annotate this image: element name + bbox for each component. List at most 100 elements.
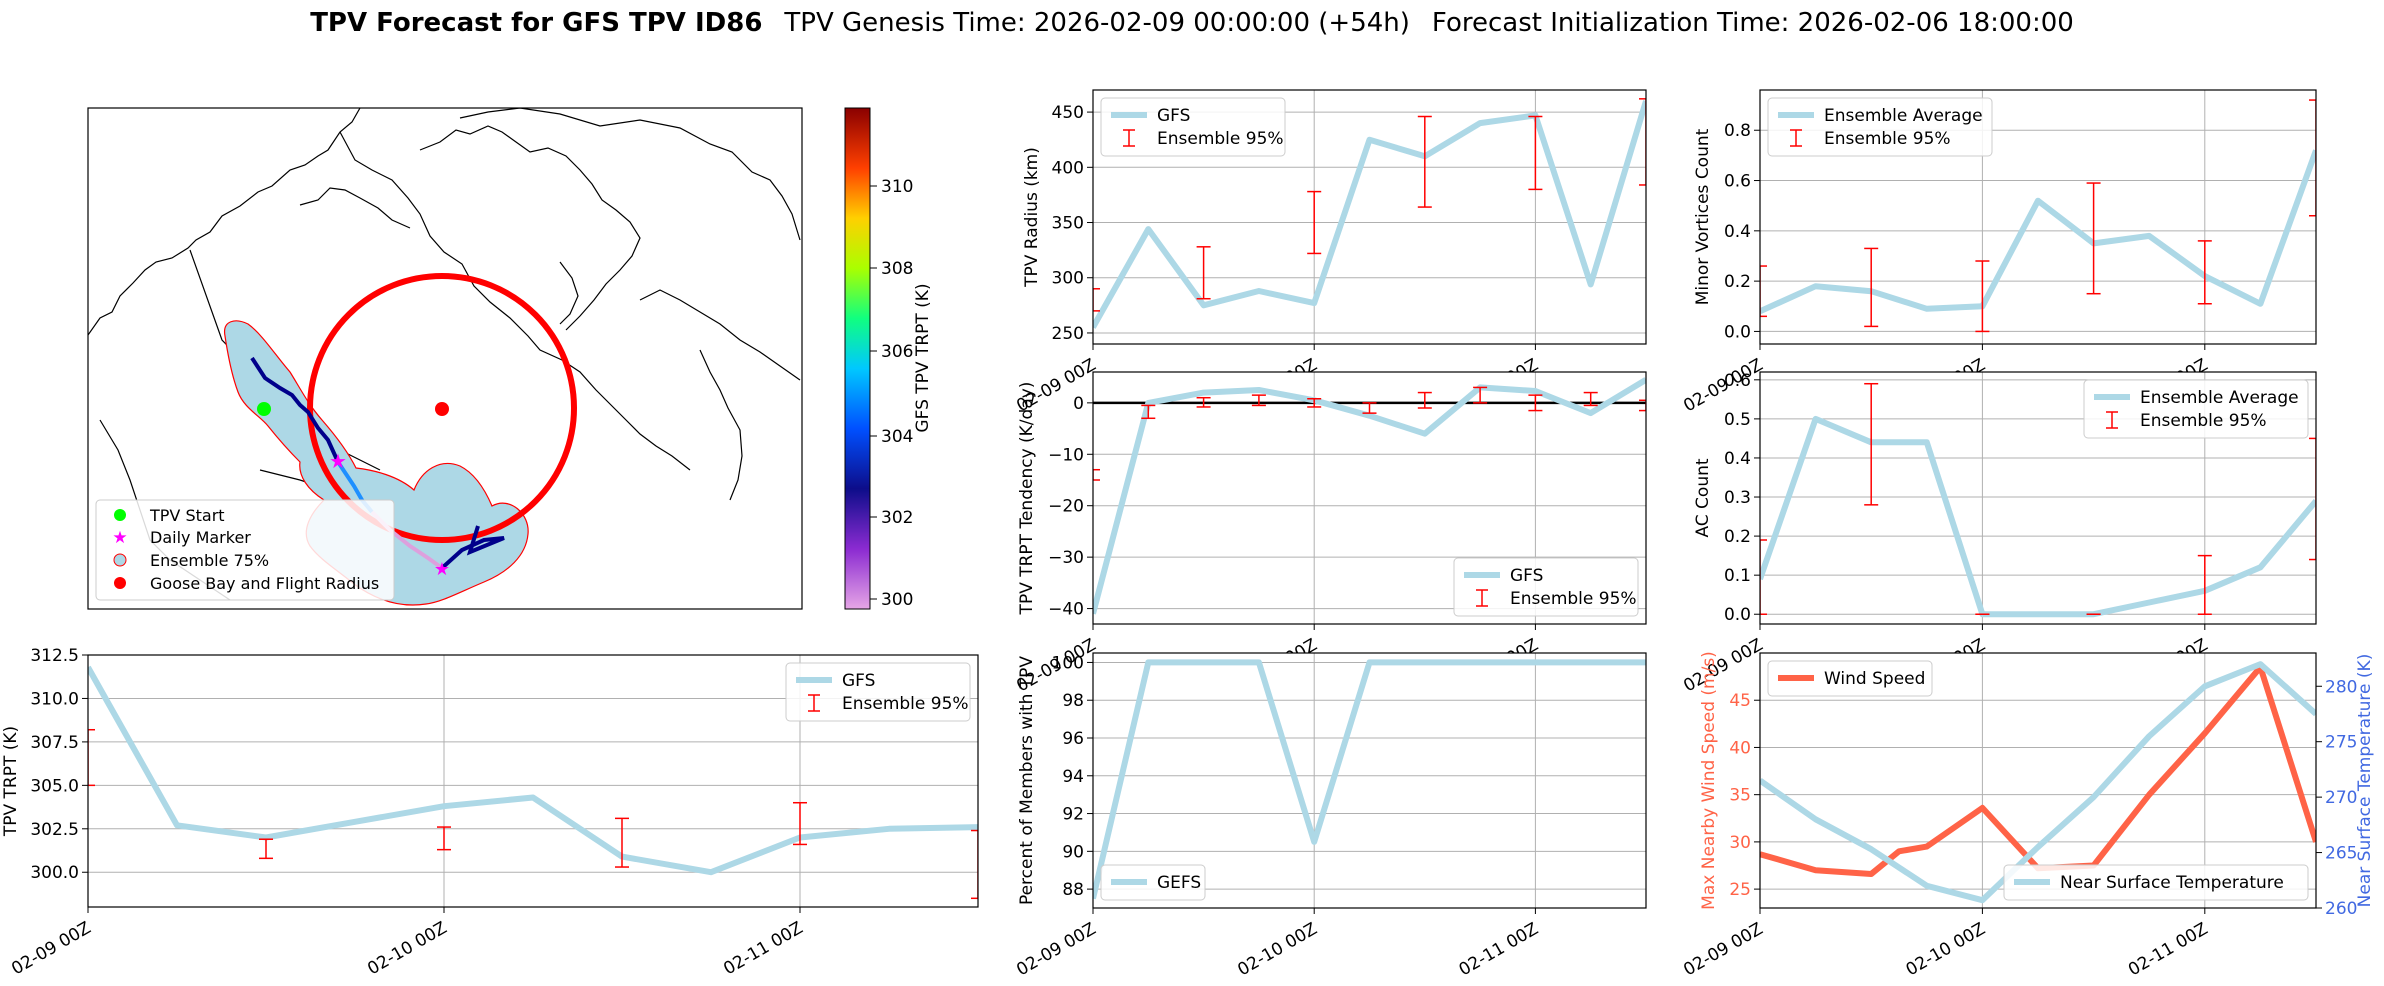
plot-frame [1092,371,1647,625]
y-axis-label: Percent of Members with TPV [1017,656,1037,905]
plot-area [1093,98,1646,329]
legend-box [2083,379,2309,439]
colorbar-tick-label: 308 [881,259,913,279]
error-bar [1196,246,1211,300]
colorbar-label: GFS TPV TRPT (K) [913,283,933,432]
map-legend: TPV Start ★ Daily Marker Ensemble 75% Go… [95,499,395,601]
x-tick-label: 02-10 00Z [1903,919,1989,980]
x-tick-label: 02-09 00Z [1680,919,1766,980]
error-bar [1093,288,1100,312]
error-bar [2309,437,2316,561]
error-bar [1417,391,1432,409]
y-tick-label: 310.0 [30,689,79,709]
series-line-ensemble-average [1760,149,2316,315]
coast-canada [339,131,691,471]
y-tick-label: 450 [1052,103,1084,123]
plot-area [1760,99,2316,333]
y-tick-label: 0.0 [1724,322,1751,342]
y-tick-label: 30 [1729,833,1751,853]
error-bar [1362,402,1377,414]
goose-bay-marker [435,402,449,416]
plot-frame [1759,371,2317,625]
error-bar [1473,386,1488,404]
y-tick-label: 350 [1052,214,1084,234]
coast-greenland-side [419,125,641,331]
legend-label: Ensemble 95% [1157,129,1284,149]
track-segment-end [440,525,505,570]
y-tick-label: 0.3 [1724,488,1751,508]
y-axis-label: AC Count [1693,458,1713,537]
chart-legend: GFS Ensemble 95% [1453,557,1639,617]
chart-legend: GFS Ensemble 95% [1100,97,1286,157]
x-tick-label: 02-09 00Z [8,918,94,979]
plot-frame [87,654,979,908]
series-line-wind-speed [1760,664,2316,877]
plot-area [1760,661,2316,904]
plot-area [1760,382,2316,618]
chart-legend: Ensemble Average Ensemble 95% [2083,379,2309,439]
y-tick-label: 0.4 [1724,449,1751,469]
error-bar [1864,382,1879,506]
coast-island [559,261,579,325]
plot-area [1093,659,1646,900]
legend-label: GFS [1157,106,1190,126]
y-tick-label: 0 [1073,394,1084,414]
map-legend-label-3: Goose Bay and Flight Radius [150,574,379,593]
y-tick-label: 400 [1052,158,1084,178]
y-tick-label: 0.2 [1724,272,1751,292]
y-tick-label: 45 [1729,691,1751,711]
series-line-ensemble-average [1760,415,2316,618]
chart-legend: GFS Ensemble 95% [785,662,971,722]
error-bar [1307,190,1322,255]
map-legend-box [95,499,395,601]
series-line-gefs [1093,659,1646,900]
y-axis-label: Minor Vortices Count [1693,128,1713,305]
y-tick-label: 96 [1062,729,1084,749]
y-tick-label: 25 [1729,880,1751,900]
track-segment-start [250,356,340,463]
error-bar [793,801,807,846]
legend-label: Ensemble 95% [1824,129,1951,149]
map-legend-label-2: Ensemble 75% [150,551,269,570]
series-line-gfs [88,665,978,876]
y-tick-label: 0.2 [1724,527,1751,547]
red-circle-icon [114,577,126,589]
error-bar [1760,265,1767,318]
map-panel: ★ ★ TPV Start ★ Daily Marker Ensemble 75… [87,107,933,610]
plot-area [1093,377,1646,615]
ensemble-75-region [224,320,529,606]
coast-alaska [88,108,361,336]
y-tick-label: 0.8 [1724,121,1751,141]
legend-box [2003,864,2309,901]
error-bar [2309,99,2316,217]
coast-north [459,108,801,241]
error-bar [1864,247,1879,328]
legend-box [1767,97,1993,157]
chart-legend: GEFS [1100,864,1206,901]
x-tick-label: 02-09 00Z [1680,635,1766,696]
y-tick-label: −10 [1048,445,1084,465]
y2-tick-label: 260 [2325,899,2357,919]
y-tick-label: 98 [1062,691,1084,711]
y-tick-label: 0.6 [1724,172,1751,192]
x-tick-label: 02-10 00Z [1234,919,1320,980]
error-bar [1417,115,1432,208]
error-bar [2197,240,2212,305]
daily-marker-2: ★ [434,559,450,580]
colorbar-ticks: 300 302 304 306 308 310 [870,177,913,610]
map-track-group: ★ ★ [250,273,577,580]
tpv-start-marker [257,402,271,416]
y-tick-label: 88 [1062,880,1084,900]
legend-label: Ensemble Average [2140,388,2299,408]
y-tick-label: 0.5 [1724,410,1751,430]
error-bar [1141,404,1156,420]
legend-label: Wind Speed [1824,669,1925,689]
legend-label: GFS [842,671,875,691]
plot-frame [1759,652,2317,909]
colorbar-tick-label: 304 [881,427,913,447]
x-tick-label: 02-11 00Z [2125,919,2211,980]
y2-tick-label: 265 [2325,844,2357,864]
